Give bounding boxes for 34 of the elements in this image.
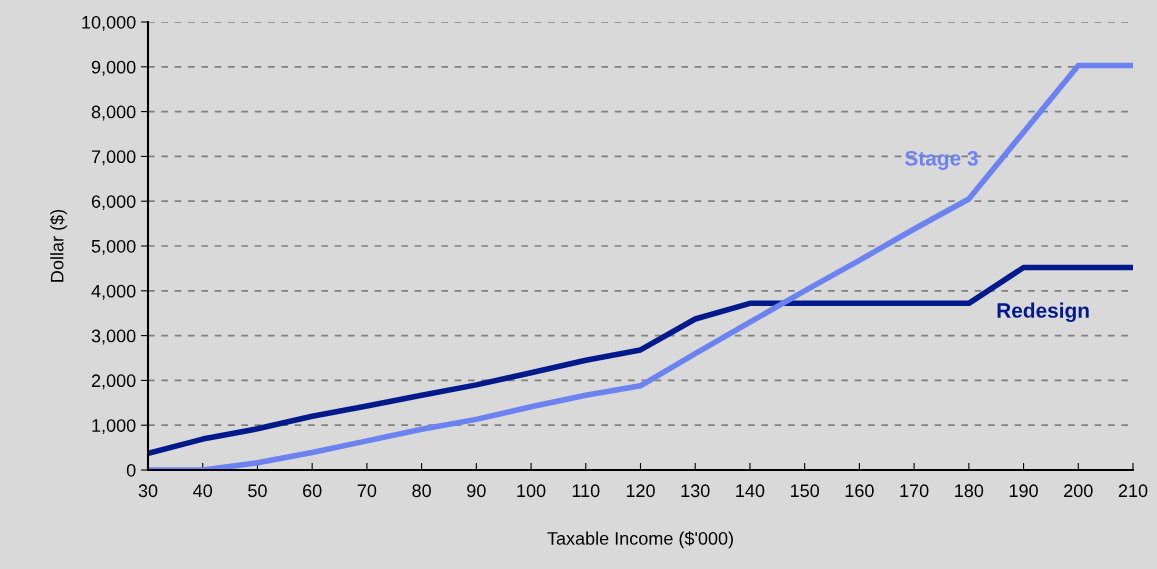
x-tick-label: 130 — [681, 484, 710, 498]
x-tick-label: 120 — [626, 484, 655, 498]
x-tick-label: 170 — [900, 484, 929, 498]
x-tick-label: 140 — [736, 484, 765, 498]
x-tick-label: 30 — [138, 484, 158, 498]
x-tick-label: 50 — [248, 484, 267, 498]
y-tick-label: 0 — [126, 463, 136, 477]
x-tick-label: 60 — [303, 484, 322, 498]
series-label: Stage 3 — [905, 150, 978, 170]
series-label: Redesign — [997, 302, 1089, 323]
y-tick-label: 4,000 — [91, 284, 136, 300]
x-tick-label: 80 — [412, 484, 431, 498]
x-tick-label: 200 — [1064, 484, 1093, 498]
x-tick-label: 190 — [1009, 484, 1038, 498]
x-tick-label: 150 — [790, 484, 820, 498]
y-tick-label: 3,000 — [91, 329, 136, 345]
x-axis-title: Taxable Income ($'000) — [547, 531, 733, 549]
x-tick-label: 110 — [572, 484, 600, 498]
y-tick-label: 1,000 — [92, 419, 136, 435]
x-tick-label: 180 — [955, 484, 984, 498]
y-tick-label: 7,000 — [91, 150, 136, 166]
x-tick-label: 210 — [1118, 484, 1148, 498]
x-tick-label: 160 — [845, 484, 874, 498]
y-tick-label: 6,000 — [91, 195, 136, 211]
y-tick-label: 9,000 — [91, 60, 136, 76]
x-tick-label: 90 — [467, 484, 486, 498]
y-tick-label: 2,000 — [91, 374, 136, 390]
x-tick-label: 40 — [193, 484, 213, 498]
x-tick-label: 70 — [357, 484, 377, 498]
y-axis-title: Dollar ($) — [49, 210, 68, 282]
y-tick-label: 10,000 — [82, 15, 136, 31]
y-tick-label: 8,000 — [91, 105, 136, 121]
y-tick-label: 5,000 — [91, 239, 136, 255]
x-tick-label: 100 — [517, 484, 546, 498]
